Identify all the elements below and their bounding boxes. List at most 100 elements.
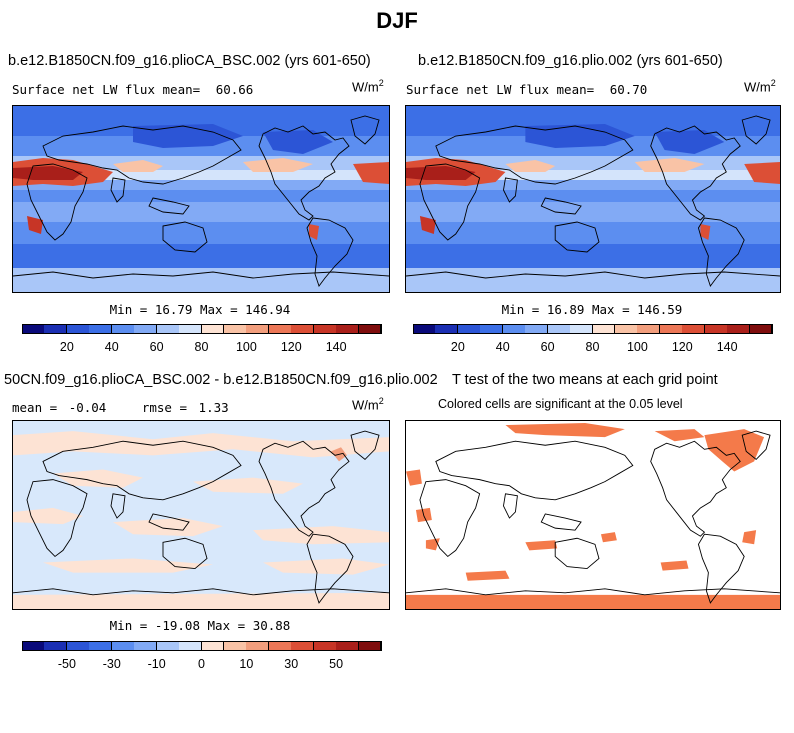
positive-difference-region bbox=[113, 518, 223, 537]
coastline bbox=[162, 221, 208, 253]
panel-1-min-value: 16.79 bbox=[154, 302, 193, 317]
panel-3-rmse-label: rmse = bbox=[141, 400, 188, 415]
positive-difference-region bbox=[13, 507, 83, 525]
positive-difference-region bbox=[193, 477, 303, 494]
coastline bbox=[110, 177, 126, 203]
panel-4-subtitle: Colored cells are significant at the 0.0… bbox=[438, 397, 683, 411]
significant-cells bbox=[465, 570, 510, 581]
sahara-wrap-region bbox=[744, 162, 780, 184]
positive-difference-region bbox=[53, 469, 143, 488]
coastline bbox=[258, 125, 350, 221]
panel-2-colorbar: 20 40 60 80 100 120 140 bbox=[413, 324, 773, 360]
coastline bbox=[306, 217, 354, 287]
coastline bbox=[110, 493, 126, 519]
panel-3-subtitle: mean = -0.04 rmse = 1.33 bbox=[12, 400, 229, 415]
colorbar-tick-label: 0 bbox=[198, 657, 205, 671]
canada-region bbox=[263, 130, 333, 154]
panel-1-stats: Min = 16.79 Max = 146.94 bbox=[12, 302, 388, 317]
flux-band bbox=[13, 170, 389, 180]
panel-3-map bbox=[12, 420, 390, 610]
colorbar-frame bbox=[22, 641, 381, 651]
sahara-wrap-region bbox=[353, 162, 389, 184]
panel-2-mean-value: 60.70 bbox=[609, 82, 648, 97]
colorbar-frame bbox=[413, 324, 772, 334]
panel-2-stats: Min = 16.89 Max = 146.59 bbox=[405, 302, 779, 317]
significant-cells bbox=[525, 540, 558, 551]
flux-band bbox=[13, 222, 389, 244]
panel-2-units-exp: 2 bbox=[770, 78, 776, 88]
colorbar-tick-label: 100 bbox=[235, 340, 257, 354]
colorbar-tick-label: 50 bbox=[329, 657, 344, 671]
coastline bbox=[406, 271, 780, 279]
coastline bbox=[13, 271, 389, 279]
panel-3-units-text: W/m bbox=[352, 397, 379, 413]
colorbar-tick-label: 80 bbox=[585, 340, 600, 354]
subtropical-region bbox=[113, 160, 163, 172]
flux-band bbox=[406, 180, 780, 190]
colorbar-swatch bbox=[358, 324, 382, 334]
panel-2-min-label: Min = bbox=[501, 302, 540, 317]
panel-2-map-svg bbox=[406, 106, 780, 292]
coastline bbox=[554, 221, 600, 253]
significant-cells bbox=[704, 429, 765, 472]
coastline bbox=[148, 513, 190, 531]
figure-title: DJF bbox=[376, 8, 418, 33]
panel-3-stats: Min = -19.08 Max = 30.88 bbox=[12, 618, 388, 633]
panel-3-min-label: Min = bbox=[109, 618, 148, 633]
subtropical-region bbox=[505, 160, 556, 172]
panel-2-subtitle-label: Surface net LW flux mean= bbox=[406, 82, 595, 97]
positive-difference-region bbox=[43, 558, 213, 573]
atacama-region bbox=[309, 224, 319, 240]
coastline bbox=[26, 163, 88, 241]
panel-1-subtitle-label: Surface net LW flux mean= bbox=[12, 82, 201, 97]
colorbar-tick-label: 40 bbox=[495, 340, 510, 354]
coastline bbox=[741, 430, 771, 461]
colorbar-tick-label: 30 bbox=[284, 657, 299, 671]
positive-difference-region bbox=[263, 558, 389, 575]
panel-3-title: 50CN.f09_g16.plioCA_BSC.002 - b.e12.B185… bbox=[4, 372, 438, 388]
coastline bbox=[13, 588, 389, 596]
namibia-region bbox=[419, 216, 436, 234]
canada-region bbox=[654, 130, 725, 154]
colorbar-tick-label: -30 bbox=[102, 657, 121, 671]
panel-1-subtitle: Surface net LW flux mean= 60.66 bbox=[12, 82, 253, 97]
panel-1-map-svg bbox=[13, 106, 389, 292]
panel-1-units-text: W/m bbox=[352, 79, 379, 95]
colorbar-tick-label: 100 bbox=[626, 340, 648, 354]
coastline bbox=[406, 588, 780, 596]
panel-1-mean-value: 60.66 bbox=[215, 82, 254, 97]
coastline bbox=[42, 440, 242, 501]
panel-4-map bbox=[405, 420, 781, 610]
panel-3-units-exp: 2 bbox=[378, 396, 384, 406]
subtropical-region bbox=[243, 158, 313, 172]
flux-band bbox=[13, 244, 389, 268]
colorbar-swatch bbox=[358, 641, 382, 651]
coastline bbox=[741, 115, 771, 145]
panel-4-map-svg bbox=[406, 423, 780, 609]
colorbar-tick-label: 120 bbox=[671, 340, 693, 354]
coastline bbox=[42, 125, 242, 185]
coastline bbox=[697, 533, 745, 604]
panel-1-title: b.e12.B1850CN.f09_g16.plioCA_BSC.002 (yr… bbox=[8, 53, 371, 69]
colorbar-tick-label: 20 bbox=[450, 340, 465, 354]
panel-3-rmse-value: 1.33 bbox=[198, 400, 229, 415]
coastline bbox=[554, 537, 600, 570]
panel-1-max-value: 146.94 bbox=[245, 302, 291, 317]
coastline bbox=[503, 493, 518, 519]
colorbar-tick-label: 80 bbox=[194, 340, 209, 354]
flux-band bbox=[13, 190, 389, 202]
colorbar-swatch bbox=[749, 324, 773, 334]
subtropical-region bbox=[634, 158, 705, 172]
coastline bbox=[350, 115, 380, 145]
panel-2-max-value: 146.59 bbox=[637, 302, 683, 317]
positive-difference-region bbox=[13, 592, 389, 609]
panel-1-colorbar: 20 40 60 80 100 120 140 bbox=[22, 324, 382, 360]
panel-1-max-label: Max = bbox=[200, 302, 238, 317]
panel-2-title: b.e12.B1850CN.f09_g16.plio.002 (yrs 601-… bbox=[418, 53, 723, 69]
coastline bbox=[650, 440, 741, 537]
colorbar-tick-label: -10 bbox=[147, 657, 166, 671]
flux-band bbox=[406, 244, 780, 268]
panel-3-min-value: -19.08 bbox=[154, 618, 200, 633]
colorbar-tick-label: -50 bbox=[57, 657, 76, 671]
coastline bbox=[435, 440, 634, 501]
